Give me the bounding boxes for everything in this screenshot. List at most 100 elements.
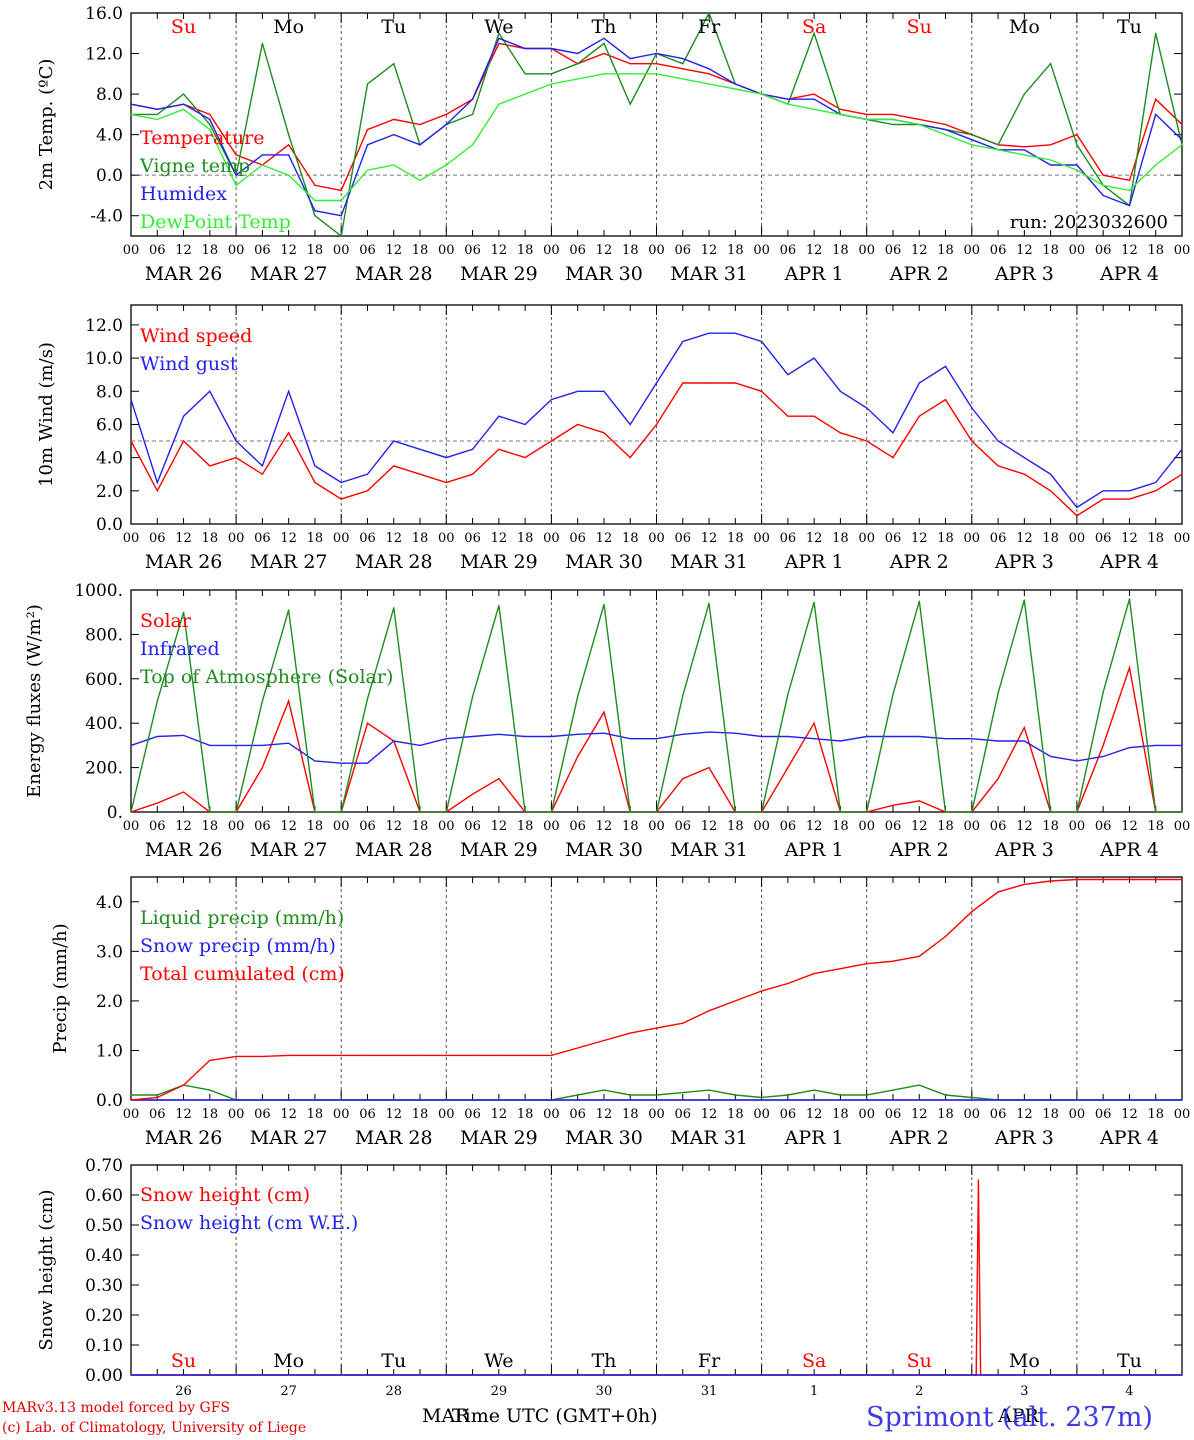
x-hour-label: 06 [675, 531, 692, 546]
x-date-label: APR 1 [784, 551, 844, 573]
data-point [471, 1054, 474, 1056]
x-day-number: 27 [280, 1384, 297, 1399]
data-point [813, 1089, 815, 1091]
data-point [866, 113, 868, 115]
x-hour-label: 06 [780, 819, 797, 834]
data-point [419, 448, 421, 450]
x-hour-label: 00 [123, 243, 140, 258]
data-point [235, 184, 237, 186]
x-hour-label: 06 [359, 243, 376, 258]
data-point [524, 1054, 526, 1056]
day-label: Mo [1009, 1350, 1040, 1372]
data-point [182, 415, 185, 417]
data-point [445, 481, 447, 484]
data-point [182, 103, 185, 105]
data-point [708, 332, 710, 334]
data-point [182, 734, 185, 737]
x-date-label: MAR 30 [565, 551, 643, 573]
data-point [1050, 159, 1052, 161]
data-point [577, 1047, 579, 1049]
y-tick-label: 0.10 [85, 1336, 123, 1356]
legend-entry: Liquid precip (mm/h) [140, 907, 344, 929]
data-point [682, 733, 684, 735]
x-hour-label: 12 [385, 1107, 402, 1122]
x-hour-label: 18 [1042, 531, 1059, 546]
data-point [550, 47, 553, 50]
data-point [445, 1054, 447, 1056]
data-point [918, 955, 920, 957]
station-name: Sprimont (alt. 237m) [866, 1402, 1153, 1433]
x-hour-label: 06 [464, 1107, 481, 1122]
data-point [1050, 811, 1052, 813]
data-point [813, 722, 815, 724]
x-hour-label: 12 [1016, 819, 1033, 834]
data-point [839, 108, 842, 110]
x-hour-label: 00 [228, 531, 245, 546]
data-point [944, 365, 947, 367]
data-point [393, 164, 395, 166]
data-point [235, 811, 237, 813]
data-point [393, 1054, 395, 1056]
y-tick-label: 0. [107, 803, 123, 823]
data-point [603, 432, 605, 434]
data-point [997, 144, 999, 146]
data-point [944, 811, 947, 813]
data-point [997, 891, 999, 893]
data-point [1050, 164, 1052, 166]
data-point [1128, 189, 1131, 191]
data-point [629, 811, 631, 813]
data-point [655, 382, 658, 384]
y-tick-label: -4.0 [90, 207, 123, 227]
y-tick-label: 10.0 [85, 349, 123, 369]
data-point [366, 83, 369, 85]
data-point [235, 457, 237, 459]
data-point [1023, 146, 1025, 148]
data-point [682, 58, 684, 60]
data-point [1023, 727, 1025, 729]
x-hour-label: 18 [1042, 819, 1059, 834]
x-hour-label: 12 [596, 1107, 613, 1122]
data-point [1155, 744, 1157, 747]
x-hour-label: 00 [858, 531, 875, 546]
data-point [471, 448, 474, 450]
data-point [1181, 811, 1183, 813]
y-tick-label: 0.50 [85, 1216, 123, 1236]
y-tick-label: 0.0 [96, 166, 123, 186]
data-point [235, 744, 237, 747]
y-tick-label: 0.60 [85, 1186, 123, 1206]
data-point [813, 357, 815, 359]
x-date-label: APR 4 [1099, 839, 1159, 861]
data-point [366, 698, 369, 700]
day-label: Fr [698, 16, 721, 38]
x-hour-label: 12 [175, 1107, 192, 1122]
data-point [1128, 204, 1131, 207]
data-point [419, 144, 421, 146]
data-point [1102, 744, 1104, 747]
x-hour-label: 18 [622, 819, 639, 834]
data-point [892, 118, 894, 121]
data-point [288, 1054, 290, 1056]
x-date-label: APR 4 [1099, 551, 1159, 573]
x-hour-label: 18 [1147, 243, 1164, 258]
data-point [1076, 811, 1078, 813]
x-hour-label: 18 [937, 531, 954, 546]
x-date-label: MAR 30 [565, 1127, 643, 1149]
data-point [971, 811, 973, 813]
x-hour-label: 12 [491, 243, 508, 258]
x-hour-label: 00 [964, 243, 981, 258]
data-point [629, 423, 631, 426]
x-hour-label: 18 [307, 531, 324, 546]
data-point [892, 432, 894, 434]
data-point [1128, 490, 1131, 492]
day-label: Fr [698, 1350, 721, 1372]
data-point [1128, 598, 1131, 600]
x-hour-label: 18 [832, 243, 849, 258]
data-point [445, 738, 447, 740]
data-point [761, 811, 763, 813]
data-point [524, 93, 526, 95]
data-point [498, 415, 500, 417]
data-point [866, 407, 868, 409]
data-point [787, 1094, 789, 1096]
x-hour-label: 06 [254, 243, 271, 258]
data-point [1181, 144, 1183, 146]
